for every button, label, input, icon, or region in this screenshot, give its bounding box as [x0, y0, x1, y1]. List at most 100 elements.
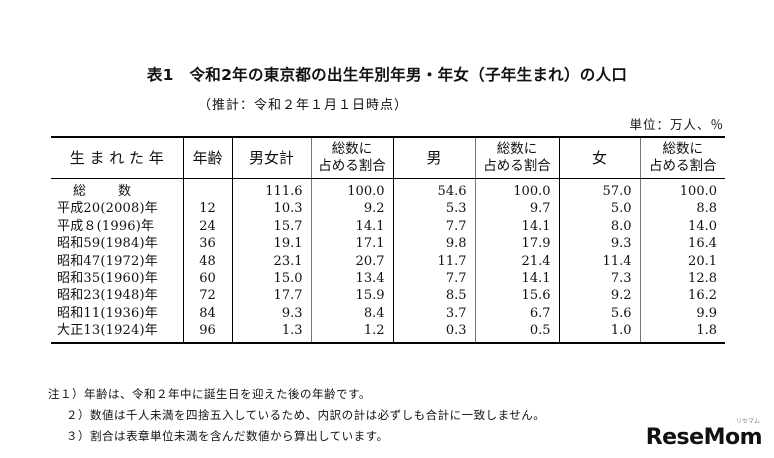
header-total-ratio: 総数に 占める割合	[310, 137, 393, 179]
row-male: 8.5	[392, 287, 475, 305]
row-male: 3.7	[392, 304, 475, 323]
table-row: 昭和35(1960)年 60 15.0 13.4 7.7 14.1 7.3 12…	[51, 270, 725, 288]
row-male: 9.8	[392, 235, 475, 253]
row-total-ratio: 100.0	[310, 178, 393, 201]
header-female-ratio: 総数に 占める割合	[639, 137, 725, 179]
row-male-ratio: 15.6	[474, 287, 559, 305]
table-row: 平成８(1996)年 24 15.7 14.1 7.7 14.1 8.0 14.…	[51, 217, 725, 236]
row-female-ratio: 1.8	[639, 322, 725, 343]
row-male-ratio: 14.1	[474, 217, 559, 236]
row-total: 9.3	[231, 304, 311, 323]
table-subtitle: （推計：令和２年１月１日時点）	[198, 98, 409, 113]
row-male-ratio: 0.5	[474, 322, 559, 343]
row-total-label: 総 数	[73, 184, 134, 199]
row-total: 19.1	[231, 235, 311, 253]
row-total: 1.3	[231, 322, 311, 343]
row-female: 9.2	[558, 287, 640, 305]
row-male-ratio: 17.9	[474, 235, 559, 253]
row-female: 57.0	[558, 178, 640, 201]
row-female: 1.0	[558, 322, 640, 343]
table-row: 大正13(1924)年 96 1.3 1.2 0.3 0.5 1.0 1.8	[51, 322, 725, 343]
header-total: 男女計	[231, 137, 311, 179]
row-male-ratio: 6.7	[474, 304, 559, 323]
row-male: 5.3	[392, 200, 475, 218]
notes: 注１）年齢は、令和２年中に誕生日を迎えた後の年齢です。 ２）数値は千人未満を四捨…	[48, 384, 545, 447]
row-total-ratio: 17.1	[310, 235, 393, 253]
header-total-ratio-line1: 総数に	[331, 141, 373, 157]
unit-label: 単位：万人、％	[629, 117, 724, 132]
row-male-ratio: 14.1	[474, 270, 559, 288]
row-age: 24	[182, 217, 232, 236]
row-male-ratio: 100.0	[474, 178, 559, 201]
table-row: 昭和47(1972)年 48 23.1 20.7 11.7 21.4 11.4 …	[51, 252, 725, 271]
row-born: 昭和47(1972)年	[57, 253, 158, 269]
row-age: 12	[182, 200, 232, 218]
table-row: 総 数 111.6 100.0 54.6 100.0 57.0 100.0	[51, 178, 725, 201]
header-male-ratio-line1: 総数に	[496, 141, 538, 157]
row-female: 8.0	[558, 217, 640, 236]
row-female: 11.4	[558, 252, 640, 271]
population-table: 生 ま れ た 年 年齢 男女計 総数に 占める割合 男 総数に 占める割合 女…	[51, 136, 725, 344]
row-total: 23.1	[231, 252, 311, 271]
table-row: 平成20(2008)年 12 10.3 9.2 5.3 9.7 5.0 8.8	[51, 200, 725, 218]
logo-subtext: リセマム	[735, 418, 760, 425]
logo-text: ReseMom	[645, 425, 763, 450]
table-title: 表1 令和2年の東京都の出生年別年男・年女（子年生まれ）の人口	[146, 66, 628, 84]
row-total-ratio: 14.1	[310, 217, 393, 236]
row-female: 9.3	[558, 235, 640, 253]
row-born: 昭和11(1936)年	[57, 305, 158, 321]
row-age: 60	[182, 270, 232, 288]
row-total: 10.3	[231, 200, 311, 218]
note-2: ２）数値は千人未満を四捨五入しているため、内訳の計は必ずしも合計に一致しません。	[66, 408, 546, 422]
row-age: 48	[182, 252, 232, 271]
row-total: 111.6	[231, 178, 311, 201]
note-1: 注１）年齢は、令和２年中に誕生日を迎えた後の年齢です。	[48, 387, 371, 401]
table-row: 昭和59(1984)年 36 19.1 17.1 9.8 17.9 9.3 16…	[51, 235, 725, 253]
row-born: 大正13(1924)年	[57, 323, 158, 339]
row-male: 11.7	[392, 252, 475, 271]
header-male-ratio: 総数に 占める割合	[474, 137, 559, 179]
header-age: 年齢	[182, 137, 232, 179]
row-female-ratio: 12.8	[639, 270, 725, 288]
row-female: 7.3	[558, 270, 640, 288]
row-age: 72	[182, 287, 232, 305]
header-born: 生 ま れ た 年	[51, 137, 183, 179]
row-female-ratio: 100.0	[639, 178, 725, 201]
row-male-ratio: 21.4	[474, 252, 559, 271]
row-male: 7.7	[392, 217, 475, 236]
row-total-ratio: 9.2	[310, 200, 393, 218]
row-female-ratio: 16.2	[639, 287, 725, 305]
row-total-ratio: 8.4	[310, 304, 393, 323]
row-female: 5.6	[558, 304, 640, 323]
row-male-ratio: 9.7	[474, 200, 559, 218]
header-male-ratio-line2: 占める割合	[483, 158, 551, 174]
table-row: 昭和11(1936)年 84 9.3 8.4 3.7 6.7 5.6 9.9	[51, 304, 725, 323]
header-female-ratio-line2: 占める割合	[649, 158, 717, 174]
row-total: 15.0	[231, 270, 311, 288]
row-male: 0.3	[392, 322, 475, 343]
table-row: 昭和23(1948)年 72 17.7 15.9 8.5 15.6 9.2 16…	[51, 287, 725, 305]
header-female-ratio-line1: 総数に	[662, 141, 704, 157]
row-female-ratio: 20.1	[639, 252, 725, 271]
row-age: 96	[182, 322, 232, 343]
header-total-ratio-line2: 占める割合	[318, 158, 386, 174]
note-3: ３）割合は表章単位未満を含んだ数値から算出しています。	[66, 429, 389, 443]
row-born: 平成20(2008)年	[57, 201, 158, 217]
row-age	[182, 178, 232, 201]
row-total-ratio: 1.2	[310, 322, 393, 343]
header-male: 男	[392, 137, 475, 179]
row-total: 17.7	[231, 287, 311, 305]
row-female: 5.0	[558, 200, 640, 218]
row-female-ratio: 8.8	[639, 200, 725, 218]
resemom-logo: ReseMom リセマム	[645, 418, 763, 450]
row-total-ratio: 13.4	[310, 270, 393, 288]
row-female-ratio: 16.4	[639, 235, 725, 253]
header-female: 女	[558, 137, 640, 179]
row-male: 54.6	[392, 178, 475, 201]
header-row: 生 ま れ た 年 年齢 男女計 総数に 占める割合 男 総数に 占める割合 女…	[51, 137, 725, 179]
row-total-ratio: 15.9	[310, 287, 393, 305]
row-male: 7.7	[392, 270, 475, 288]
row-born: 昭和23(1948)年	[57, 288, 158, 304]
row-age: 36	[182, 235, 232, 253]
row-total: 15.7	[231, 217, 311, 236]
